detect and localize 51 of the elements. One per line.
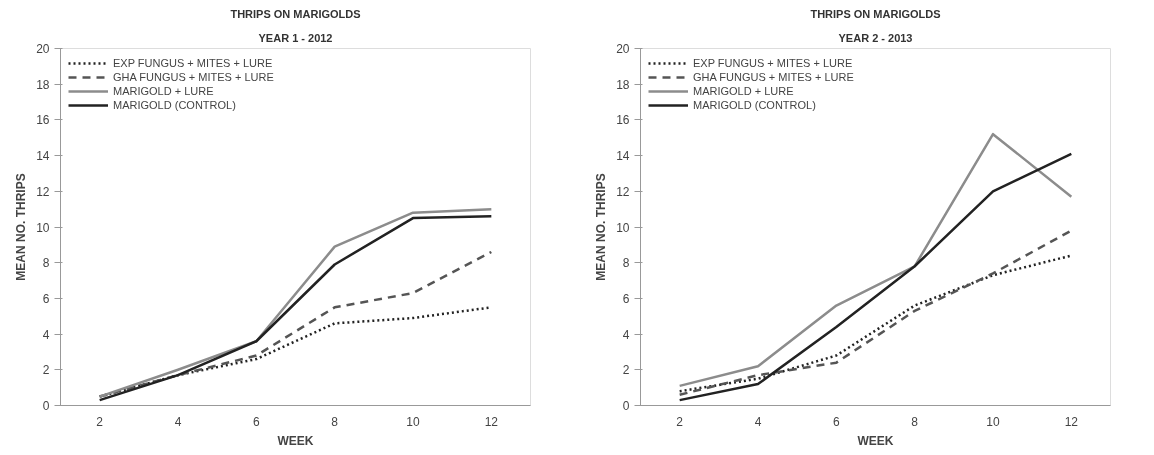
x-tick-label: 10 bbox=[986, 414, 1000, 429]
chart-subtitle: YEAR 1 - 2012 bbox=[258, 31, 333, 44]
chart-title: THRIPS ON MARIGOLDS bbox=[230, 7, 361, 20]
y-tick-label: 14 bbox=[616, 149, 630, 164]
legend-label: EXP FUNGUS + MITES + LURE bbox=[693, 56, 853, 70]
y-tick-label: 2 bbox=[42, 363, 50, 378]
y-tick-label: 6 bbox=[42, 291, 50, 306]
legend-label: MARIGOLD + LURE bbox=[693, 84, 794, 98]
x-tick-label: 4 bbox=[754, 414, 762, 429]
y-tick-label: 4 bbox=[622, 327, 630, 342]
x-tick-label: 2 bbox=[96, 414, 104, 429]
y-tick-label: 18 bbox=[616, 77, 630, 92]
legend-label: EXP FUNGUS + MITES + LURE bbox=[113, 56, 273, 70]
line-series bbox=[678, 229, 1073, 397]
x-tick-label: 6 bbox=[253, 414, 260, 429]
y-tick-label: 8 bbox=[42, 256, 50, 271]
y-tick-label: 12 bbox=[616, 184, 630, 199]
x-tick-label: 8 bbox=[331, 414, 339, 429]
legend-label: MARIGOLD (CONTROL) bbox=[113, 98, 236, 112]
y-tick-label: 20 bbox=[616, 42, 630, 56]
x-tick-label: 12 bbox=[484, 414, 499, 429]
y-tick-label: 0 bbox=[622, 399, 630, 413]
x-tick-label: 2 bbox=[676, 414, 684, 429]
y-axis-title: MEAN NO. THRIPS bbox=[14, 173, 29, 281]
y-tick-label: 20 bbox=[36, 42, 50, 56]
legend-label: GHA FUNGUS + MITES + LURE bbox=[693, 70, 854, 84]
legend-label: MARIGOLD + LURE bbox=[113, 84, 214, 98]
y-tick-label: 8 bbox=[622, 256, 630, 271]
y-tick-label: 10 bbox=[616, 220, 630, 235]
y-tick-label: 12 bbox=[36, 184, 50, 199]
y-tick-label: 18 bbox=[36, 77, 50, 92]
chart-title: THRIPS ON MARIGOLDS bbox=[810, 7, 941, 20]
y-tick-label: 2 bbox=[622, 363, 630, 378]
x-tick-label: 12 bbox=[1064, 414, 1079, 429]
y-tick-label: 14 bbox=[36, 149, 50, 164]
y-tick-label: 6 bbox=[622, 291, 630, 306]
y-tick-label: 10 bbox=[36, 220, 50, 235]
y-tick-label: 16 bbox=[36, 113, 50, 128]
x-tick-label: 6 bbox=[833, 414, 840, 429]
x-axis-title: WEEK bbox=[857, 433, 894, 448]
y-tick-label: 4 bbox=[42, 327, 50, 342]
legend-label: GHA FUNGUS + MITES + LURE bbox=[113, 70, 274, 84]
x-axis-title: WEEK bbox=[277, 433, 314, 448]
legend-label: MARIGOLD (CONTROL) bbox=[693, 98, 816, 112]
y-tick-label: 16 bbox=[616, 113, 630, 128]
x-tick-label: 4 bbox=[174, 414, 182, 429]
x-tick-label: 8 bbox=[911, 414, 919, 429]
y-tick-label: 0 bbox=[42, 399, 50, 413]
x-tick-label: 10 bbox=[406, 414, 420, 429]
y-axis-title: MEAN NO. THRIPS bbox=[594, 173, 609, 281]
chart-subtitle: YEAR 2 - 2013 bbox=[838, 31, 913, 44]
